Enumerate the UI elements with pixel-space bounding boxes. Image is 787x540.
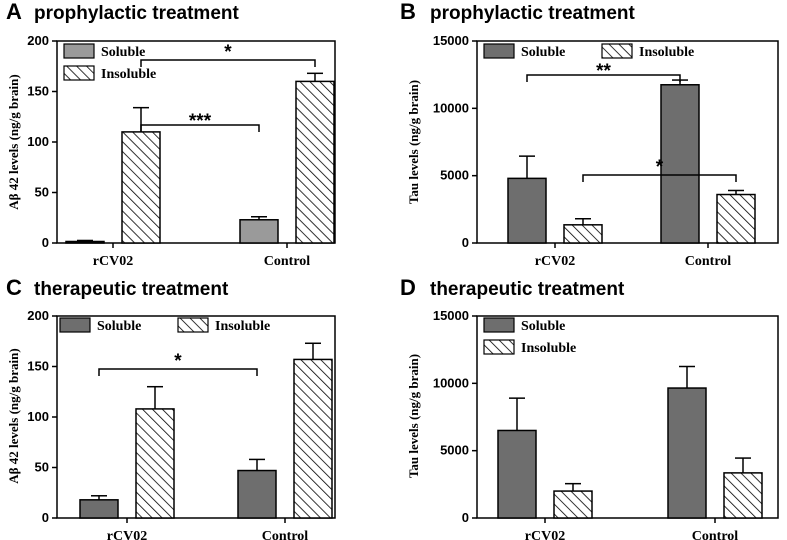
panel-a-frame (56, 40, 336, 244)
panel-d-ytick-label: 10000 (433, 375, 469, 390)
panel-c-ytick-label: 200 (27, 308, 49, 323)
panel-a-significance-label: * (224, 42, 232, 63)
panel-b-legend-label-insoluble: Insoluble (639, 45, 694, 60)
panel-c-significance-label: * (174, 351, 182, 372)
panel-a-ytick-label: 200 (27, 33, 49, 48)
panel-c-ytick-label: 150 (27, 359, 49, 374)
panel-d-ytick-label: 15000 (433, 308, 469, 323)
panel-b-ylabel: Tau levels (ng/g brain) (406, 80, 421, 204)
panel-a-title: prophylactic treatment (34, 3, 239, 24)
panel-a-ytick-label: 150 (27, 84, 49, 99)
panel-a-legend-swatch-insoluble (63, 65, 95, 81)
panel-b-significance-bracket (582, 174, 737, 182)
panel-d-title: therapeutic treatment (430, 279, 625, 300)
panel-b-significance-label: * (656, 157, 664, 178)
panel-c-category-label: Control (262, 529, 309, 540)
panel-b-ytick-label: 5000 (440, 168, 469, 183)
panel-a: A prophylactic treatment Aβ 42 levels (n… (6, 0, 336, 269)
panel-c-ylabel: Aβ 42 levels (ng/g brain) (6, 348, 21, 483)
panel-b-plot: 0 5000 10000 15000 rCV02 Control Soluble Insolu… (433, 33, 779, 269)
panel-c: C therapeutic treatment Aβ 42 levels (ng… (6, 275, 336, 540)
panel-d-category-label: Control (692, 529, 739, 540)
panel-b-bar-insoluble (563, 224, 603, 244)
panel-d-bar-soluble (667, 387, 707, 519)
panel-c-ytick-label: 0 (42, 510, 49, 525)
panel-b-ytick-label: 15000 (433, 33, 469, 48)
panel-b-significance-bracket (526, 74, 681, 82)
panel-c-title: therapeutic treatment (34, 279, 229, 300)
panel-b-category-label: Control (685, 254, 732, 269)
panel-letter-b: B (400, 0, 416, 24)
panel-c-legend-label-soluble: Soluble (97, 319, 141, 334)
panel-a-legend-label-soluble: Soluble (101, 45, 145, 60)
panel-a-legend-swatch-soluble (63, 43, 95, 59)
panel-a-bar-soluble (239, 219, 279, 244)
panel-a-plot: 0 50 100 150 200 rCV02 Control Soluble Insoluble… (27, 33, 336, 269)
panel-d-category-label: rCV02 (525, 529, 565, 540)
panel-a-ylabel: Aβ 42 levels (ng/g brain) (6, 74, 21, 209)
panel-a-ytick-label: 100 (27, 134, 49, 149)
panel-b: B prophylactic treatment Tau levels (ng/… (400, 0, 779, 269)
panel-letter-a: A (6, 0, 22, 24)
panel-a-ytick-label: 50 (35, 185, 49, 200)
panel-d-bar-insoluble (553, 490, 593, 519)
panel-d-legend-label-insoluble: Insoluble (521, 341, 576, 356)
panel-b-bar-soluble (507, 177, 547, 244)
panel-c-significance-bracket (98, 368, 258, 376)
panel-b-legend-swatch-soluble (483, 43, 515, 59)
panel-a-ytick-label: 0 (42, 235, 49, 250)
panel-a-significance-bracket (140, 59, 316, 67)
panel-b-ytick-label: 10000 (433, 100, 469, 115)
panel-a-bar-insoluble (295, 80, 335, 244)
panel-c-bar-soluble (79, 499, 119, 519)
panel-letter-d: D (400, 275, 416, 300)
panel-c-bar-insoluble (293, 358, 333, 519)
panel-letter-c: C (6, 275, 22, 300)
panel-d-frame (476, 315, 779, 519)
panel-d: D therapeutic treatment Tau levels (ng/g… (400, 275, 779, 540)
panel-d-ytick-label: 5000 (440, 443, 469, 458)
panel-b-significance-label: ** (596, 61, 611, 82)
panel-b-bar-insoluble (716, 193, 756, 244)
panel-d-bar-soluble (497, 429, 537, 519)
panel-a-significance-bracket (140, 124, 260, 132)
panel-c-category-label: rCV02 (107, 529, 147, 540)
panel-a-category-label: Control (264, 254, 311, 269)
panel-d-legend-label-soluble: Soluble (521, 319, 565, 334)
panel-b-bar-soluble (660, 84, 700, 244)
panel-b-frame (476, 40, 779, 244)
panel-b-title: prophylactic treatment (430, 3, 635, 24)
panel-d-ylabel: Tau levels (ng/g brain) (406, 354, 421, 478)
panel-a-category-label: rCV02 (93, 254, 133, 269)
panel-d-ytick-label: 0 (462, 510, 469, 525)
panel-c-legend-swatch-insoluble (177, 317, 209, 333)
panel-b-ytick-label: 0 (462, 235, 469, 250)
panel-b-legend-label-soluble: Soluble (521, 45, 565, 60)
panel-a-legend-label-insoluble: Insoluble (101, 67, 156, 82)
panel-c-bar-insoluble (135, 408, 175, 519)
panel-c-bar-soluble (237, 469, 277, 519)
panel-c-plot: 0 50 100 150 200 rCV02 Control Soluble Insoluble… (27, 308, 336, 540)
panel-c-legend-swatch-soluble (59, 317, 91, 333)
panel-d-legend-swatch-soluble (483, 317, 515, 333)
panel-d-legend-swatch-insoluble (483, 339, 515, 355)
panel-d-plot: 0 5000 10000 15000 rCV02 Control Soluble Insolu… (433, 308, 779, 540)
panel-d-bar-insoluble (723, 472, 763, 519)
panel-c-ytick-label: 50 (35, 460, 49, 475)
panel-b-legend-swatch-insoluble (601, 43, 633, 59)
panel-c-ytick-label: 100 (27, 409, 49, 424)
panel-c-legend-label-insoluble: Insoluble (215, 319, 270, 334)
panel-a-significance-label: *** (189, 111, 212, 132)
panel-a-bar-soluble (65, 240, 105, 244)
panel-a-bar-insoluble (121, 131, 161, 244)
panel-b-category-label: rCV02 (535, 254, 575, 269)
